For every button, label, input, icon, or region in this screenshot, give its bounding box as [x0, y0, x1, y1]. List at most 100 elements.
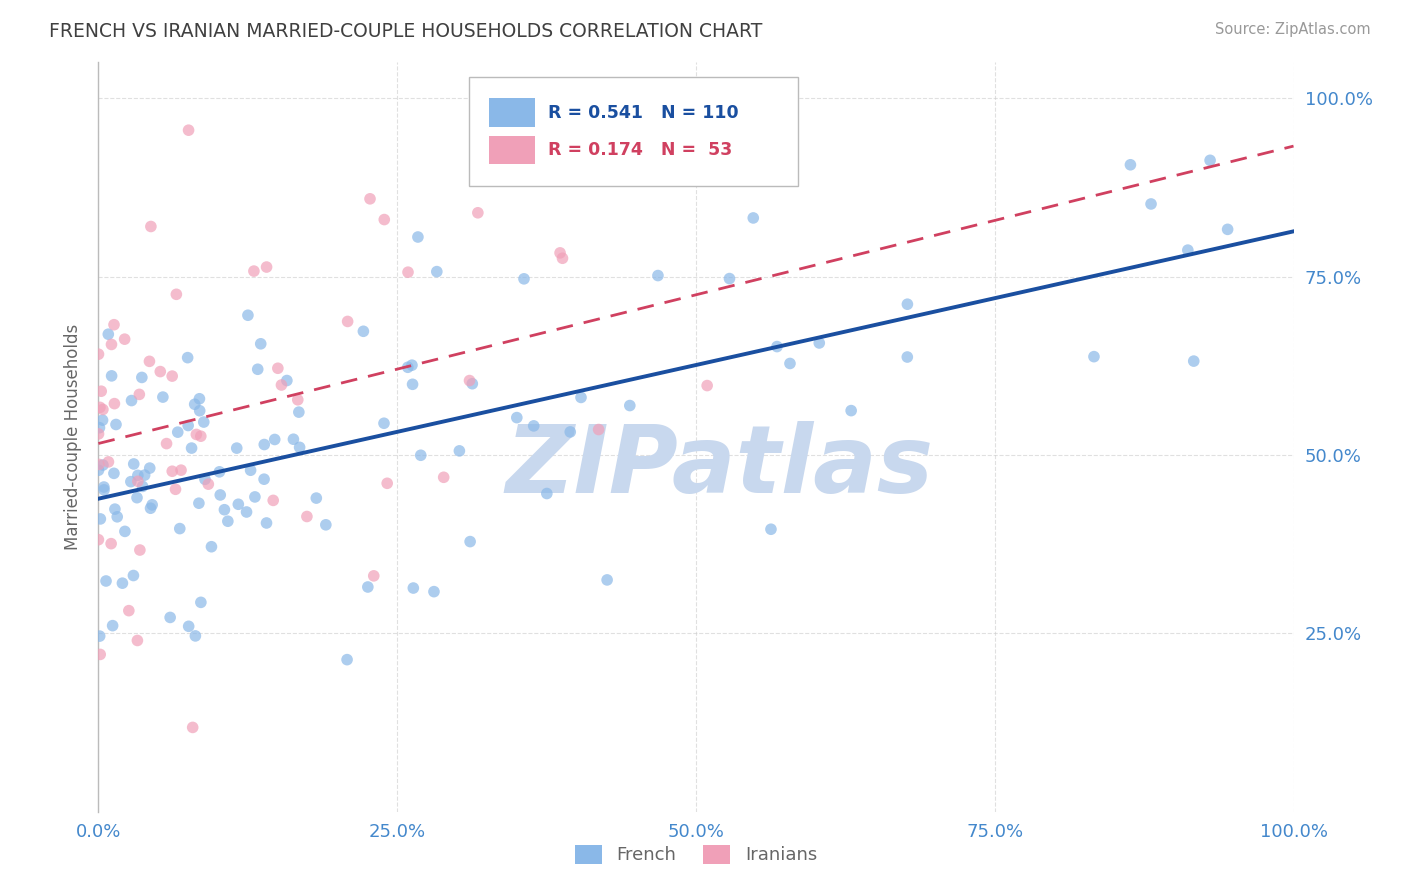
Point: [551, 252, 574, 266]
Point: [253, 472, 276, 486]
Point: [373, 417, 395, 431]
Point: [100, 368, 122, 383]
Point: [402, 581, 425, 595]
Point: [839, 403, 862, 417]
Point: [588, 423, 610, 437]
Point: [188, 392, 211, 406]
Point: [1083, 350, 1105, 364]
Point: [287, 392, 309, 407]
Text: Source: ZipAtlas.com: Source: ZipAtlas.com: [1215, 22, 1371, 37]
Point: [87, 533, 110, 547]
Point: [243, 490, 266, 504]
FancyBboxPatch shape: [489, 98, 534, 127]
Point: [214, 502, 236, 516]
Point: [90, 384, 112, 399]
Point: [619, 399, 641, 413]
Point: [184, 629, 207, 643]
Point: [449, 443, 471, 458]
Point: [396, 360, 419, 375]
Point: [89, 420, 111, 434]
Point: [170, 463, 193, 477]
Point: [91, 402, 114, 417]
Point: [125, 491, 148, 505]
Point: [228, 497, 250, 511]
Point: [1140, 197, 1163, 211]
Point: [131, 479, 153, 493]
Point: [87, 458, 110, 472]
Point: [89, 648, 111, 662]
Point: [409, 448, 432, 462]
Point: [139, 501, 162, 516]
Point: [766, 340, 789, 354]
Point: [127, 468, 149, 483]
Point: [808, 335, 831, 350]
Point: [373, 212, 395, 227]
Point: [235, 505, 257, 519]
Point: [139, 461, 162, 475]
Point: [152, 390, 174, 404]
Point: [305, 491, 328, 505]
Text: R = 0.541   N = 110: R = 0.541 N = 110: [548, 103, 738, 121]
Point: [187, 496, 209, 510]
Point: [87, 463, 110, 477]
Point: [647, 268, 669, 283]
Point: [105, 509, 128, 524]
Point: [288, 405, 311, 419]
Point: [467, 206, 489, 220]
Point: [288, 440, 311, 454]
Point: [89, 629, 111, 643]
Point: [596, 573, 619, 587]
Point: [91, 413, 114, 427]
Text: R = 0.174   N =  53: R = 0.174 N = 53: [548, 141, 733, 159]
Point: [896, 297, 918, 311]
Point: [155, 436, 177, 450]
Point: [160, 369, 183, 384]
Point: [138, 354, 160, 368]
Point: [548, 245, 571, 260]
Point: [122, 568, 145, 582]
Point: [121, 393, 143, 408]
Point: [1182, 354, 1205, 368]
Point: [246, 362, 269, 376]
Point: [194, 472, 217, 486]
Point: [97, 455, 120, 469]
Point: [89, 401, 111, 415]
Point: [114, 524, 136, 539]
Point: [523, 418, 546, 433]
Point: [283, 432, 305, 446]
Point: [401, 358, 423, 372]
Point: [87, 426, 110, 441]
Point: [103, 397, 125, 411]
Point: [177, 619, 200, 633]
Point: [461, 376, 484, 391]
Y-axis label: Married-couple Households: Married-couple Households: [65, 324, 83, 550]
Point: [406, 230, 429, 244]
Point: [243, 264, 266, 278]
Point: [256, 516, 278, 530]
Point: [256, 260, 278, 274]
Point: [160, 464, 183, 478]
Point: [111, 576, 134, 591]
Point: [236, 308, 259, 322]
Point: [128, 543, 150, 558]
Point: [209, 488, 232, 502]
Point: [536, 486, 558, 500]
Point: [1216, 222, 1239, 236]
Point: [363, 569, 385, 583]
Point: [336, 653, 359, 667]
Point: [208, 465, 231, 479]
Point: [93, 483, 115, 497]
Point: [176, 351, 198, 365]
Point: [513, 272, 536, 286]
Point: [141, 498, 163, 512]
Point: [359, 192, 381, 206]
Point: [1199, 153, 1222, 168]
Point: [458, 534, 481, 549]
Point: [276, 374, 298, 388]
Point: [197, 477, 219, 491]
Point: [270, 378, 292, 392]
Point: [120, 475, 142, 489]
Point: [396, 265, 419, 279]
Point: [263, 433, 285, 447]
Point: [101, 618, 124, 632]
